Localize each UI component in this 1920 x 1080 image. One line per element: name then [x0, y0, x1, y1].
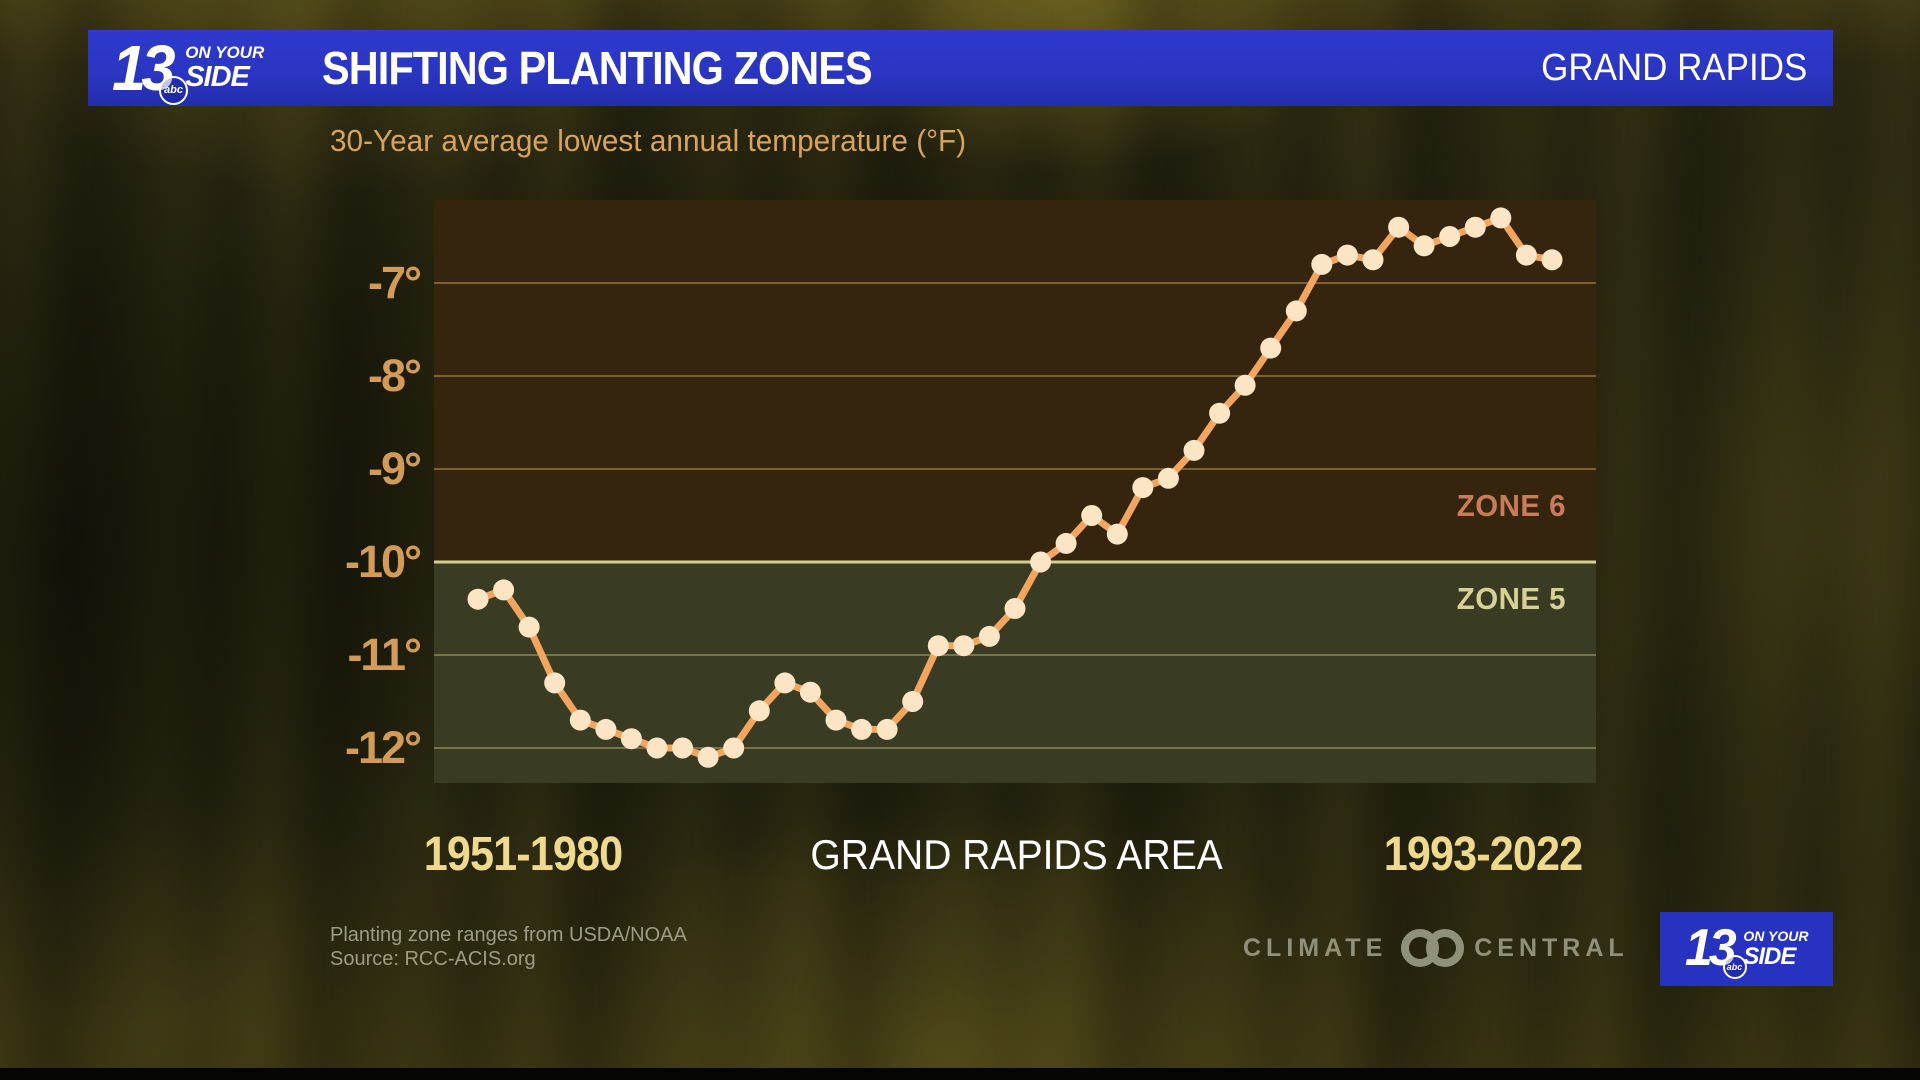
- location-label: GRAND RAPIDS: [1540, 46, 1807, 89]
- chart-svg: [434, 200, 1596, 783]
- y-axis-tick-label: -12°: [344, 722, 422, 773]
- abc-network-icon: abc: [159, 75, 188, 105]
- chart-point: [1081, 505, 1103, 526]
- chart-point: [1209, 402, 1231, 424]
- chart-point: [876, 718, 898, 740]
- letterbox-bar: [0, 1068, 1920, 1080]
- source-line-2: Source: RCC-ACIS.org: [330, 948, 536, 970]
- chart-point: [1234, 374, 1256, 396]
- chart-point: [1336, 244, 1358, 266]
- chart-point: [927, 635, 949, 657]
- chart-point: [518, 616, 540, 638]
- y-axis-tick-label: -11°: [347, 629, 422, 680]
- zone6-band: [434, 200, 1596, 562]
- chart-point: [1311, 253, 1333, 275]
- chart-point: [1439, 226, 1461, 247]
- station-logo: 13 abc ON YOUR SIDE: [112, 36, 265, 105]
- page-title: SHIFTING PLANTING ZONES: [322, 42, 873, 94]
- chart-point: [672, 737, 694, 759]
- chart-point: [1030, 551, 1052, 573]
- climate-central-word-right: CENTRAL: [1474, 933, 1629, 962]
- chart-point: [1183, 439, 1205, 461]
- chart-point: [748, 700, 770, 722]
- chart-point: [799, 681, 821, 703]
- bug-abc-network-icon: abc: [1722, 955, 1747, 980]
- chart-point: [774, 672, 796, 694]
- station-bug-logo: 13 abc ON YOUR SIDE: [1685, 922, 1809, 980]
- chart-point: [569, 709, 591, 731]
- station-bug: 13 abc ON YOUR SIDE: [1660, 912, 1833, 986]
- chart-point: [1157, 467, 1179, 489]
- chart-point: [1362, 249, 1384, 271]
- zone5-label: ZONE 5: [1456, 581, 1566, 616]
- chart-point: [1464, 216, 1486, 238]
- chart-point: [646, 737, 668, 759]
- chart-point: [1515, 244, 1537, 266]
- chart-point: [825, 709, 847, 731]
- chart-point: [978, 625, 1000, 647]
- chart-point: [1106, 523, 1128, 545]
- y-axis-tick-label: -7°: [367, 257, 422, 308]
- chart-point: [1285, 300, 1307, 322]
- chart-point: [902, 691, 924, 712]
- chart-point: [544, 672, 566, 694]
- x-axis-center-label: GRAND RAPIDS AREA: [810, 831, 1223, 878]
- chart-point: [1541, 249, 1563, 271]
- climate-central-logo: CLIMATE CENTRAL: [1243, 929, 1629, 967]
- climate-central-rings-icon: [1401, 929, 1465, 967]
- chart-point: [953, 635, 975, 657]
- station-logo-tagline: ON YOUR SIDE: [185, 43, 265, 93]
- chart-point: [723, 737, 745, 759]
- chart-point: [1413, 235, 1435, 257]
- chart-point: [1004, 598, 1026, 619]
- chart-subtitle: 30-Year average lowest annual temperatur…: [330, 123, 967, 158]
- source-line-1: Planting zone ranges from USDA/NOAA: [330, 924, 687, 946]
- source-note: Planting zone ranges from USDA/NOAA Sour…: [330, 923, 687, 971]
- chart-plot-area: ZONE 6 ZONE 5: [434, 200, 1596, 783]
- chart-point: [467, 588, 489, 610]
- x-axis-right-label: 1993-2022: [1383, 828, 1583, 881]
- chart-point: [595, 718, 617, 740]
- y-axis-tick-label: -8°: [367, 350, 422, 401]
- y-axis-tick-label: -10°: [344, 536, 422, 587]
- y-axis-tick-label: -9°: [367, 443, 422, 494]
- chart-point: [1260, 337, 1282, 359]
- chart-point: [620, 728, 642, 750]
- chart-point: [1055, 532, 1077, 554]
- x-axis-left-label: 1951-1980: [423, 828, 623, 881]
- zone5-band: [434, 562, 1596, 783]
- chart-point: [697, 746, 719, 768]
- chart-point: [1388, 216, 1410, 238]
- header-banner: 13 abc ON YOUR SIDE SHIFTING PLANTING ZO…: [88, 30, 1833, 106]
- chart-point: [851, 718, 873, 740]
- chart-point: [1490, 207, 1512, 229]
- chart-point: [1132, 477, 1154, 499]
- chart-point: [493, 579, 515, 601]
- zone6-label: ZONE 6: [1456, 488, 1566, 523]
- climate-central-word-left: CLIMATE: [1243, 933, 1388, 962]
- bug-logo-tagline: ON YOUR SIDE: [1743, 927, 1809, 970]
